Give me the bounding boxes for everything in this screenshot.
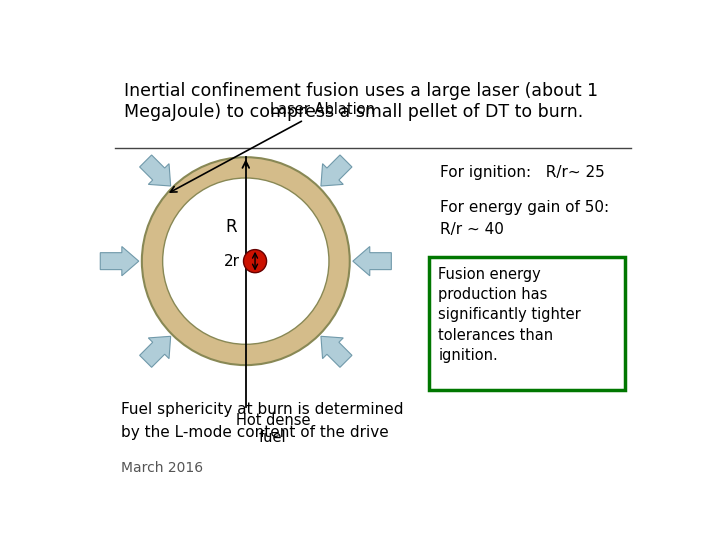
- Text: Laser Ablation: Laser Ablation: [170, 102, 375, 192]
- Text: 2r: 2r: [224, 254, 240, 268]
- FancyArrow shape: [140, 155, 171, 186]
- Bar: [429, 257, 626, 390]
- Circle shape: [243, 249, 266, 273]
- Text: Hot dense
fuel: Hot dense fuel: [235, 413, 310, 446]
- Text: Inertial confinement fusion uses a large laser (about 1: Inertial confinement fusion uses a large…: [124, 82, 598, 100]
- Circle shape: [163, 178, 329, 345]
- Text: MegaJoule) to compress a small pellet of DT to burn.: MegaJoule) to compress a small pellet of…: [124, 103, 583, 122]
- Text: Fuel sphericity at burn is determined: Fuel sphericity at burn is determined: [121, 402, 403, 417]
- Text: R/r ~ 40: R/r ~ 40: [440, 222, 504, 237]
- FancyArrow shape: [140, 336, 171, 367]
- FancyArrow shape: [100, 247, 139, 276]
- Text: March 2016: March 2016: [121, 461, 203, 475]
- Text: For energy gain of 50:: For energy gain of 50:: [440, 200, 609, 214]
- Text: R: R: [225, 218, 237, 235]
- Text: by the L-mode content of the drive: by the L-mode content of the drive: [121, 425, 389, 440]
- FancyArrow shape: [321, 155, 352, 186]
- FancyArrow shape: [353, 247, 392, 276]
- Circle shape: [142, 157, 350, 365]
- Text: For ignition:   R/r~ 25: For ignition: R/r~ 25: [440, 165, 605, 180]
- Text: Fusion energy
production has
significantly tighter
tolerances than
ignition.: Fusion energy production has significant…: [438, 267, 581, 363]
- FancyArrow shape: [321, 336, 352, 367]
